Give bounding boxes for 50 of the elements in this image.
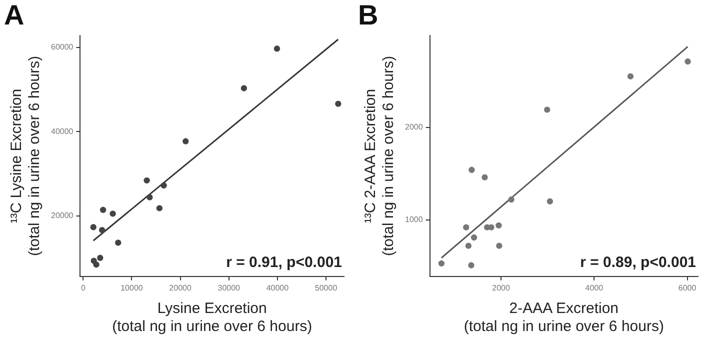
x-tick-label: 6000 (678, 283, 697, 292)
x-tick-label: 2000 (492, 283, 510, 292)
y-axis-title: ¹³C 2-AAA Excretion (total ng in urine over 6 hours) (362, 56, 398, 256)
point (146, 194, 153, 200)
annotation: r = 0.89, p<0.001 (580, 254, 696, 272)
point (627, 73, 634, 80)
point (97, 254, 104, 261)
y-tick-label: 40000 (50, 126, 74, 136)
point (144, 177, 150, 184)
point (182, 138, 189, 144)
point (546, 198, 554, 204)
x-tick-label: 10000 (120, 283, 144, 292)
x-tick-label: 20000 (169, 283, 192, 292)
point (465, 242, 472, 249)
y-tick-label: 20000 (50, 210, 74, 220)
point (115, 240, 122, 246)
point (90, 224, 96, 230)
point (684, 58, 691, 65)
x-tick-label: 30000 (218, 283, 241, 292)
chart-title: A (4, 0, 24, 31)
point (463, 224, 470, 230)
point (93, 262, 100, 268)
point (508, 196, 514, 203)
point (274, 46, 280, 52)
x-tick-label: 50000 (314, 283, 338, 292)
point (496, 222, 502, 229)
point (438, 260, 445, 267)
y-tick-label: 60000 (50, 42, 74, 52)
x-tick-label: 4000 (585, 283, 604, 292)
point (160, 182, 167, 189)
point (468, 166, 475, 173)
point (544, 106, 550, 113)
x-tick-label: 0 (80, 283, 86, 292)
point (335, 100, 342, 107)
point (240, 85, 248, 92)
x-tick-label: 40000 (266, 283, 290, 292)
annotation: r = 0.91, p<0.001 (226, 254, 342, 272)
point (110, 210, 116, 217)
x-axis-title: Lysine Excretion (total ng in urine over 6 hours) (112, 300, 312, 336)
x-axis-title: 2-AAA Excretion (total ng in urine over 6 hours) (464, 300, 664, 336)
point (468, 262, 474, 268)
point (100, 206, 106, 213)
chart-title: B (358, 0, 378, 31)
y-axis-title: ¹³C Lysine Excretion (total ng in urine over 6 hours) (8, 56, 44, 256)
point (470, 234, 478, 241)
point (156, 205, 163, 212)
point (99, 226, 106, 234)
point (496, 242, 502, 249)
y-tick-label: 1000 (405, 215, 424, 224)
point (482, 174, 488, 180)
